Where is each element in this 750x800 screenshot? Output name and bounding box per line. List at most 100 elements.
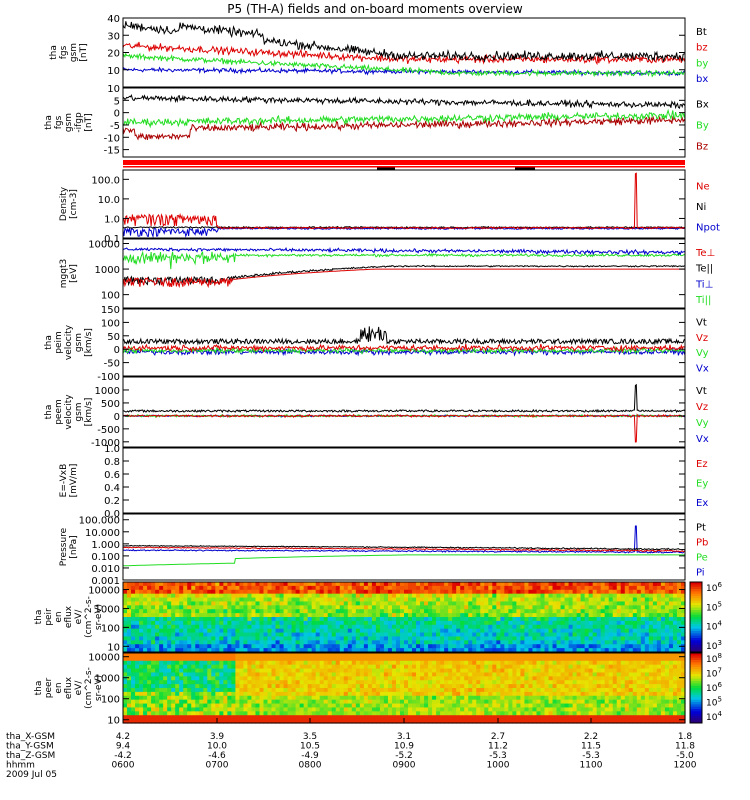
heatmap-cell bbox=[315, 668, 321, 674]
heatmap-cell bbox=[516, 688, 522, 693]
heatmap-cell bbox=[367, 664, 373, 670]
heatmap-cell bbox=[416, 585, 421, 591]
heatmap-cell bbox=[568, 632, 574, 638]
heatmap-cell bbox=[436, 660, 441, 666]
heatmap-cell bbox=[568, 691, 574, 697]
heatmap-cell bbox=[556, 699, 562, 705]
heatmap-cell bbox=[243, 632, 249, 638]
heatmap-cell bbox=[347, 660, 353, 666]
heatmap-cell bbox=[283, 680, 289, 685]
heatmap-cell bbox=[307, 668, 313, 674]
heatmap-cell bbox=[548, 648, 554, 653]
heatmap-cell bbox=[231, 632, 236, 638]
heatmap-cell bbox=[564, 715, 570, 720]
heatmap-cell bbox=[123, 715, 128, 720]
heatmap-cell bbox=[524, 648, 530, 653]
heatmap-cell bbox=[596, 585, 602, 591]
heatmap-cell bbox=[492, 589, 497, 595]
heatmap-cell bbox=[516, 605, 522, 610]
heatmap-cell bbox=[159, 589, 164, 595]
heatmap-cell bbox=[327, 605, 333, 610]
heatmap-cell bbox=[291, 699, 297, 705]
heatmap-cell bbox=[295, 624, 301, 630]
y-axis-label-line: tha bbox=[44, 335, 54, 350]
heatmap-cell bbox=[347, 719, 353, 724]
heatmap-cell bbox=[520, 593, 526, 599]
heatmap-cell bbox=[456, 617, 461, 622]
heatmap-cell bbox=[424, 711, 429, 716]
heatmap-cell bbox=[600, 644, 606, 649]
heatmap-cell bbox=[428, 609, 433, 614]
heatmap-cell bbox=[660, 632, 666, 638]
heatmap-cell bbox=[636, 628, 642, 634]
heatmap-cell bbox=[351, 672, 357, 677]
heatmap-cell bbox=[287, 624, 293, 630]
heatmap-cell bbox=[151, 656, 156, 662]
heatmap-cell bbox=[616, 632, 622, 638]
heatmap-cell bbox=[135, 680, 140, 685]
heatmap-cell bbox=[259, 676, 265, 681]
heatmap-cell bbox=[528, 703, 534, 709]
heatmap-cell bbox=[464, 644, 469, 649]
heatmap-cell bbox=[592, 597, 598, 603]
heatmap-cell bbox=[211, 640, 216, 645]
heatmap-cell bbox=[504, 664, 509, 670]
heatmap-cell bbox=[131, 589, 136, 595]
heatmap-cell bbox=[151, 653, 156, 658]
heatmap-cell bbox=[275, 589, 281, 595]
heatmap-cell bbox=[516, 582, 522, 587]
heatmap-cell bbox=[468, 699, 473, 705]
heatmap-cell bbox=[367, 617, 373, 622]
heatmap-cell bbox=[648, 648, 654, 653]
heatmap-cell bbox=[540, 597, 546, 603]
heatmap-cell bbox=[315, 715, 321, 720]
heatmap-cell bbox=[375, 711, 381, 716]
heatmap-cell bbox=[440, 707, 445, 712]
heatmap-cell bbox=[391, 668, 397, 674]
heatmap-cell bbox=[387, 624, 393, 630]
heatmap-cell bbox=[131, 656, 136, 662]
heatmap-cell bbox=[564, 684, 570, 689]
heatmap-cell bbox=[315, 613, 321, 618]
heatmap-cell bbox=[339, 664, 345, 670]
heatmap-cell bbox=[139, 688, 144, 693]
heatmap-cell bbox=[560, 703, 566, 709]
heatmap-cell bbox=[584, 672, 590, 677]
heatmap-cell bbox=[195, 582, 200, 587]
heatmap-cell bbox=[167, 664, 172, 670]
heatmap-cell bbox=[468, 684, 473, 689]
heatmap-cell bbox=[448, 680, 453, 685]
heatmap-cell bbox=[323, 589, 329, 595]
heatmap-cell bbox=[315, 676, 321, 681]
heatmap-cell bbox=[624, 620, 630, 626]
heatmap-cell bbox=[211, 653, 216, 658]
heatmap-cell bbox=[295, 715, 301, 720]
heatmap-cell bbox=[404, 620, 409, 626]
heatmap-cell bbox=[580, 640, 586, 645]
heatmap-cell bbox=[596, 589, 602, 595]
heatmap-cell bbox=[395, 632, 401, 638]
heatmap-cell bbox=[512, 715, 517, 720]
legend-Bz: Bz bbox=[696, 142, 708, 153]
y-tick-label: 500 bbox=[101, 399, 120, 410]
heatmap-cell bbox=[275, 668, 281, 674]
heatmap-cell bbox=[191, 672, 196, 677]
heatmap-cell bbox=[424, 719, 429, 724]
heatmap-cell bbox=[211, 628, 216, 634]
heatmap-cell bbox=[267, 617, 273, 622]
heatmap-cell bbox=[339, 601, 345, 606]
heatmap-cell bbox=[171, 660, 176, 666]
heatmap-cell bbox=[355, 613, 361, 618]
heatmap-cell bbox=[175, 695, 180, 701]
heatmap-cell bbox=[299, 585, 305, 591]
heatmap-cell bbox=[379, 593, 385, 599]
colorbar-segment bbox=[690, 617, 702, 620]
heatmap-cell bbox=[532, 676, 538, 681]
heatmap-cell bbox=[520, 707, 526, 712]
heatmap-cell bbox=[335, 676, 341, 681]
heatmap-cell bbox=[456, 636, 461, 641]
heatmap-cell bbox=[464, 688, 469, 693]
heatmap-cell bbox=[383, 680, 389, 685]
heatmap-cell bbox=[548, 715, 554, 720]
heatmap-cell bbox=[512, 711, 517, 716]
